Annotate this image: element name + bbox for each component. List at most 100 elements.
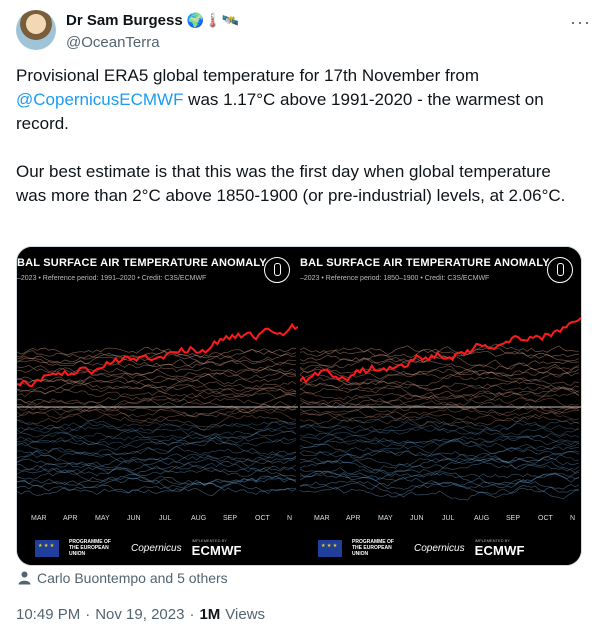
media-grid: BAL SURFACE AIR TEMPERATURE ANOMALY –202… xyxy=(16,246,582,566)
month-label: JUN xyxy=(127,515,141,522)
avatar[interactable] xyxy=(16,10,56,50)
month-axis: MAR APR MAY JUN JUL AUG SEP OCT N xyxy=(17,515,298,527)
year-series-line xyxy=(17,421,297,434)
year-series-line xyxy=(17,461,297,473)
year-series-line xyxy=(300,480,580,496)
year-series-line xyxy=(17,365,297,378)
image-footer: PROGRAMME OF THE EUROPEAN UNION Copernic… xyxy=(17,529,298,565)
year-series-line xyxy=(300,461,580,475)
thermometer-logo-icon xyxy=(547,257,573,283)
month-label: AUG xyxy=(191,515,207,522)
year-series-line xyxy=(300,386,580,401)
year-series-line xyxy=(17,392,297,406)
ecmwf-logo-text: ECMWF xyxy=(474,543,525,558)
year-series-line xyxy=(300,434,580,446)
month-label: MAR xyxy=(314,515,330,522)
tagged-users[interactable]: Carlo Buontempo and 5 others xyxy=(18,570,228,586)
year-series-line xyxy=(300,421,580,435)
year-series-line xyxy=(17,376,297,389)
thermometer-logo-icon xyxy=(264,257,290,283)
year-series-line xyxy=(300,392,580,409)
tweet-date[interactable]: Nov 19, 2023 xyxy=(95,606,185,623)
year-series-line xyxy=(17,465,297,475)
author-emoji: 🌍🌡️🛰️ xyxy=(186,12,240,28)
month-label: JUL xyxy=(159,515,172,522)
ecmwf-logo: IMPLEMENTED BY ECMWF xyxy=(475,538,525,558)
author-name[interactable]: Dr Sam Burgess xyxy=(66,12,183,29)
year-series-line xyxy=(17,481,297,496)
media-image-right[interactable]: BAL SURFACE AIR TEMPERATURE ANOMALY –202… xyxy=(300,247,581,565)
views-label: Views xyxy=(225,606,266,623)
chart-title: BAL SURFACE AIR TEMPERATURE ANOMALY xyxy=(17,257,267,269)
year-series-line xyxy=(300,470,580,488)
year-series-line xyxy=(300,374,580,387)
current-year-line xyxy=(17,322,298,388)
year-series-line xyxy=(17,392,297,413)
year-series-line xyxy=(17,425,297,440)
year-series-line xyxy=(17,450,297,464)
tweet-time[interactable]: 10:49 PM xyxy=(16,606,81,623)
tweet-paragraph-1: Provisional ERA5 global temperature for … xyxy=(16,64,576,136)
month-label: MAY xyxy=(95,515,110,522)
media-image-left[interactable]: BAL SURFACE AIR TEMPERATURE ANOMALY –202… xyxy=(17,247,298,565)
meta-separator: · xyxy=(85,606,91,623)
month-label: JUL xyxy=(442,515,455,522)
tagged-users-text: Carlo Buontempo and 5 others xyxy=(37,570,228,586)
year-series-line xyxy=(17,425,297,441)
tweet-text: Provisional ERA5 global temperature for … xyxy=(16,64,576,208)
month-label: APR xyxy=(346,515,361,522)
year-series-line xyxy=(300,406,580,420)
year-series-line xyxy=(300,390,580,410)
year-series-line xyxy=(300,367,580,380)
year-series-line xyxy=(300,448,580,460)
year-series-line xyxy=(300,346,580,362)
year-series-line xyxy=(300,473,580,489)
year-series-line xyxy=(17,347,297,358)
year-series-line xyxy=(300,400,580,416)
year-series-line xyxy=(300,425,580,439)
tweet-text-segment: Provisional ERA5 global temperature for … xyxy=(16,66,479,85)
current-year-line xyxy=(300,317,581,384)
year-series-line xyxy=(17,404,297,418)
tweet-paragraph-2: Our best estimate is that this was the f… xyxy=(16,162,566,205)
year-series-line xyxy=(17,379,297,394)
month-label: N xyxy=(570,515,576,522)
year-series-line xyxy=(300,357,580,374)
year-series-line xyxy=(300,383,580,396)
year-series-line xyxy=(17,428,297,446)
year-series-line xyxy=(300,480,580,490)
year-series-line xyxy=(17,398,297,409)
mention-link[interactable]: @CopernicusECMWF xyxy=(16,90,184,109)
year-series-line xyxy=(300,450,580,464)
year-series-line xyxy=(17,432,297,450)
year-series-line xyxy=(17,482,297,497)
year-series-line xyxy=(17,467,297,480)
year-series-line xyxy=(17,439,297,457)
views-count: 1M xyxy=(199,606,221,623)
month-label: OCT xyxy=(255,515,270,522)
more-options-icon[interactable]: ··· xyxy=(570,12,591,32)
author-handle[interactable]: @OceanTerra xyxy=(66,34,160,51)
anomaly-chart xyxy=(300,317,581,501)
year-series-line xyxy=(17,383,297,397)
year-series-line xyxy=(17,412,297,428)
year-series-line xyxy=(17,453,297,467)
year-series-line xyxy=(300,363,580,377)
eu-flag-icon xyxy=(35,539,59,557)
month-label: N xyxy=(287,515,293,522)
year-series-line xyxy=(17,365,297,377)
person-icon xyxy=(18,571,31,585)
year-series-line xyxy=(300,485,580,501)
year-series-line xyxy=(300,395,580,412)
year-series-line xyxy=(300,343,580,355)
year-series-line xyxy=(300,452,580,468)
year-series-line xyxy=(300,471,580,482)
year-series-line xyxy=(300,456,580,471)
chart-subtitle: –2023 • Reference period: 1991–2020 • Cr… xyxy=(17,275,207,282)
month-axis: MAR APR MAY JUN JUL AUG SEP OCT N xyxy=(300,515,581,527)
tweet-meta: 10:49 PM · Nov 19, 2023 · 1M Views xyxy=(16,606,265,623)
year-series-line xyxy=(17,348,297,361)
month-label: MAY xyxy=(378,515,393,522)
year-series-line xyxy=(300,457,580,475)
year-series-line xyxy=(17,371,297,385)
